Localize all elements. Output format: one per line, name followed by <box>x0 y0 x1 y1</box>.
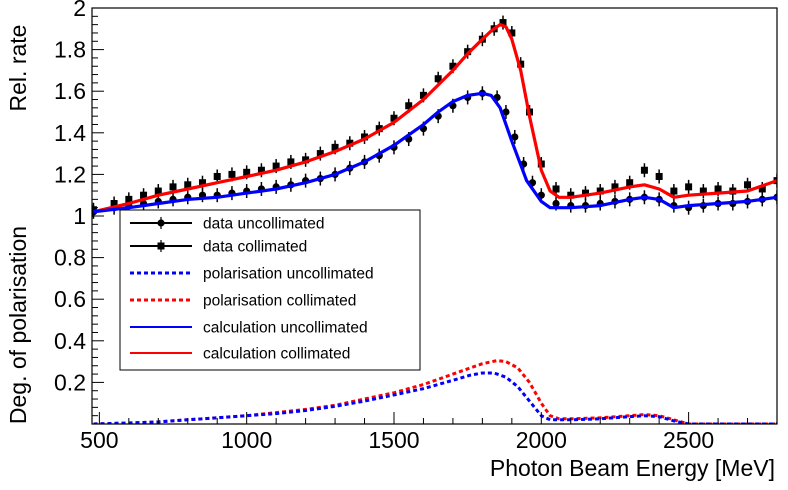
legend-box <box>119 209 421 371</box>
y-axis-title-top: Rel. rate <box>5 25 31 112</box>
legend-label: polarisation uncollimated <box>203 266 374 283</box>
data-point-circle <box>552 199 560 208</box>
data-point-square <box>499 19 507 27</box>
x-axis-title: Photon Beam Energy [MeV] <box>490 455 775 481</box>
series-layer <box>92 15 777 424</box>
legend-label: polarisation collimated <box>203 293 356 310</box>
legend-label: data collimated <box>203 239 307 256</box>
x-tick-label: 1500 <box>368 427 419 453</box>
y-tick-label: 0.4 <box>54 328 86 354</box>
data-point-square <box>184 181 192 189</box>
x-tick-label: 500 <box>80 427 118 453</box>
legend-label: calculation uncollimated <box>203 320 368 337</box>
data-point-square <box>699 187 707 195</box>
data-point-square <box>419 91 427 99</box>
legend-label: data uncollimated <box>203 216 325 233</box>
data-point-square <box>685 183 693 191</box>
legend-entry-polarisation-collimated: polarisation collimated <box>130 293 356 310</box>
data-point-square <box>331 143 339 151</box>
data-point-square <box>626 179 634 187</box>
line-calculation-uncollimated <box>93 91 777 214</box>
data-point-circle <box>502 108 510 116</box>
axes-layer: 500 1000 1500 2000 2500 0.2 0.4 0.6 0.8 1 1.2 1.4 1.… <box>54 0 778 453</box>
data-point-square <box>449 62 457 70</box>
data-point-square <box>567 191 575 199</box>
series-calculation-collimated <box>93 23 777 214</box>
legend-label: calculation collimated <box>203 346 350 363</box>
data-point-square <box>140 191 148 199</box>
data-point-square <box>390 114 398 122</box>
data-point-square <box>169 183 177 191</box>
data-point-square <box>405 102 413 110</box>
data-point-square <box>517 60 525 68</box>
data-point-square <box>228 170 236 178</box>
data-point-square <box>272 162 280 170</box>
y-axis-title-bottom: Deg. of polarisation <box>5 226 31 424</box>
data-point-square <box>361 133 369 141</box>
data-point-square <box>375 125 383 133</box>
data-point-square <box>611 183 619 191</box>
legend-entry-data-uncollimated: data uncollimated <box>130 216 325 233</box>
y-tick-label: 1.2 <box>54 161 86 187</box>
legend: data uncollimated data collimated polarisa… <box>119 209 421 371</box>
data-point-square <box>257 166 265 174</box>
line-polarisation-uncollimated <box>93 371 777 424</box>
series-calculation-uncollimated <box>93 91 777 214</box>
data-point-square <box>655 172 663 180</box>
data-point-square <box>154 187 162 195</box>
data-point-square <box>670 187 678 195</box>
data-point-square <box>596 187 604 195</box>
x-tick-label: 2500 <box>663 427 714 453</box>
data-point-square <box>744 181 752 189</box>
data-point-square <box>758 185 766 193</box>
line-calculation-collimated <box>93 23 777 214</box>
x-tick-label: 2000 <box>516 427 567 453</box>
y-tick-label: 1.8 <box>54 37 86 63</box>
y-tick-label: 0.2 <box>54 369 86 395</box>
y-tick-label: 1.4 <box>54 120 86 146</box>
data-point-square <box>243 168 251 176</box>
legend-entry-polarisation-uncollimated: polarisation uncollimated <box>130 266 374 283</box>
y-tick-label: 2 <box>73 0 86 21</box>
y-tick-label: 0.6 <box>54 286 86 312</box>
y-tick-label: 1 <box>73 203 86 229</box>
legend-entry-calculation-uncollimated: calculation uncollimated <box>130 320 368 337</box>
data-point-circle <box>511 133 519 141</box>
data-point-square <box>552 185 560 193</box>
data-point-square <box>213 172 221 180</box>
data-point-square <box>581 189 589 197</box>
y-tick-label: 1.6 <box>54 78 86 104</box>
legend-entry-data-collimated: data collimated <box>130 239 307 256</box>
data-point-square <box>198 179 206 187</box>
data-point-square <box>316 150 324 158</box>
series-polarisation-uncollimated <box>93 371 777 424</box>
legend-entry-calculation-collimated: calculation collimated <box>130 346 350 363</box>
data-point-square <box>287 158 295 166</box>
data-point-square <box>434 75 442 83</box>
data-point-square <box>508 29 516 37</box>
data-point-square <box>640 166 648 174</box>
data-point-square <box>302 156 310 164</box>
y-tick-label: 0.8 <box>54 245 86 271</box>
x-tick-label: 1000 <box>221 427 272 453</box>
data-point-square <box>346 139 354 147</box>
data-point-square <box>714 185 722 193</box>
